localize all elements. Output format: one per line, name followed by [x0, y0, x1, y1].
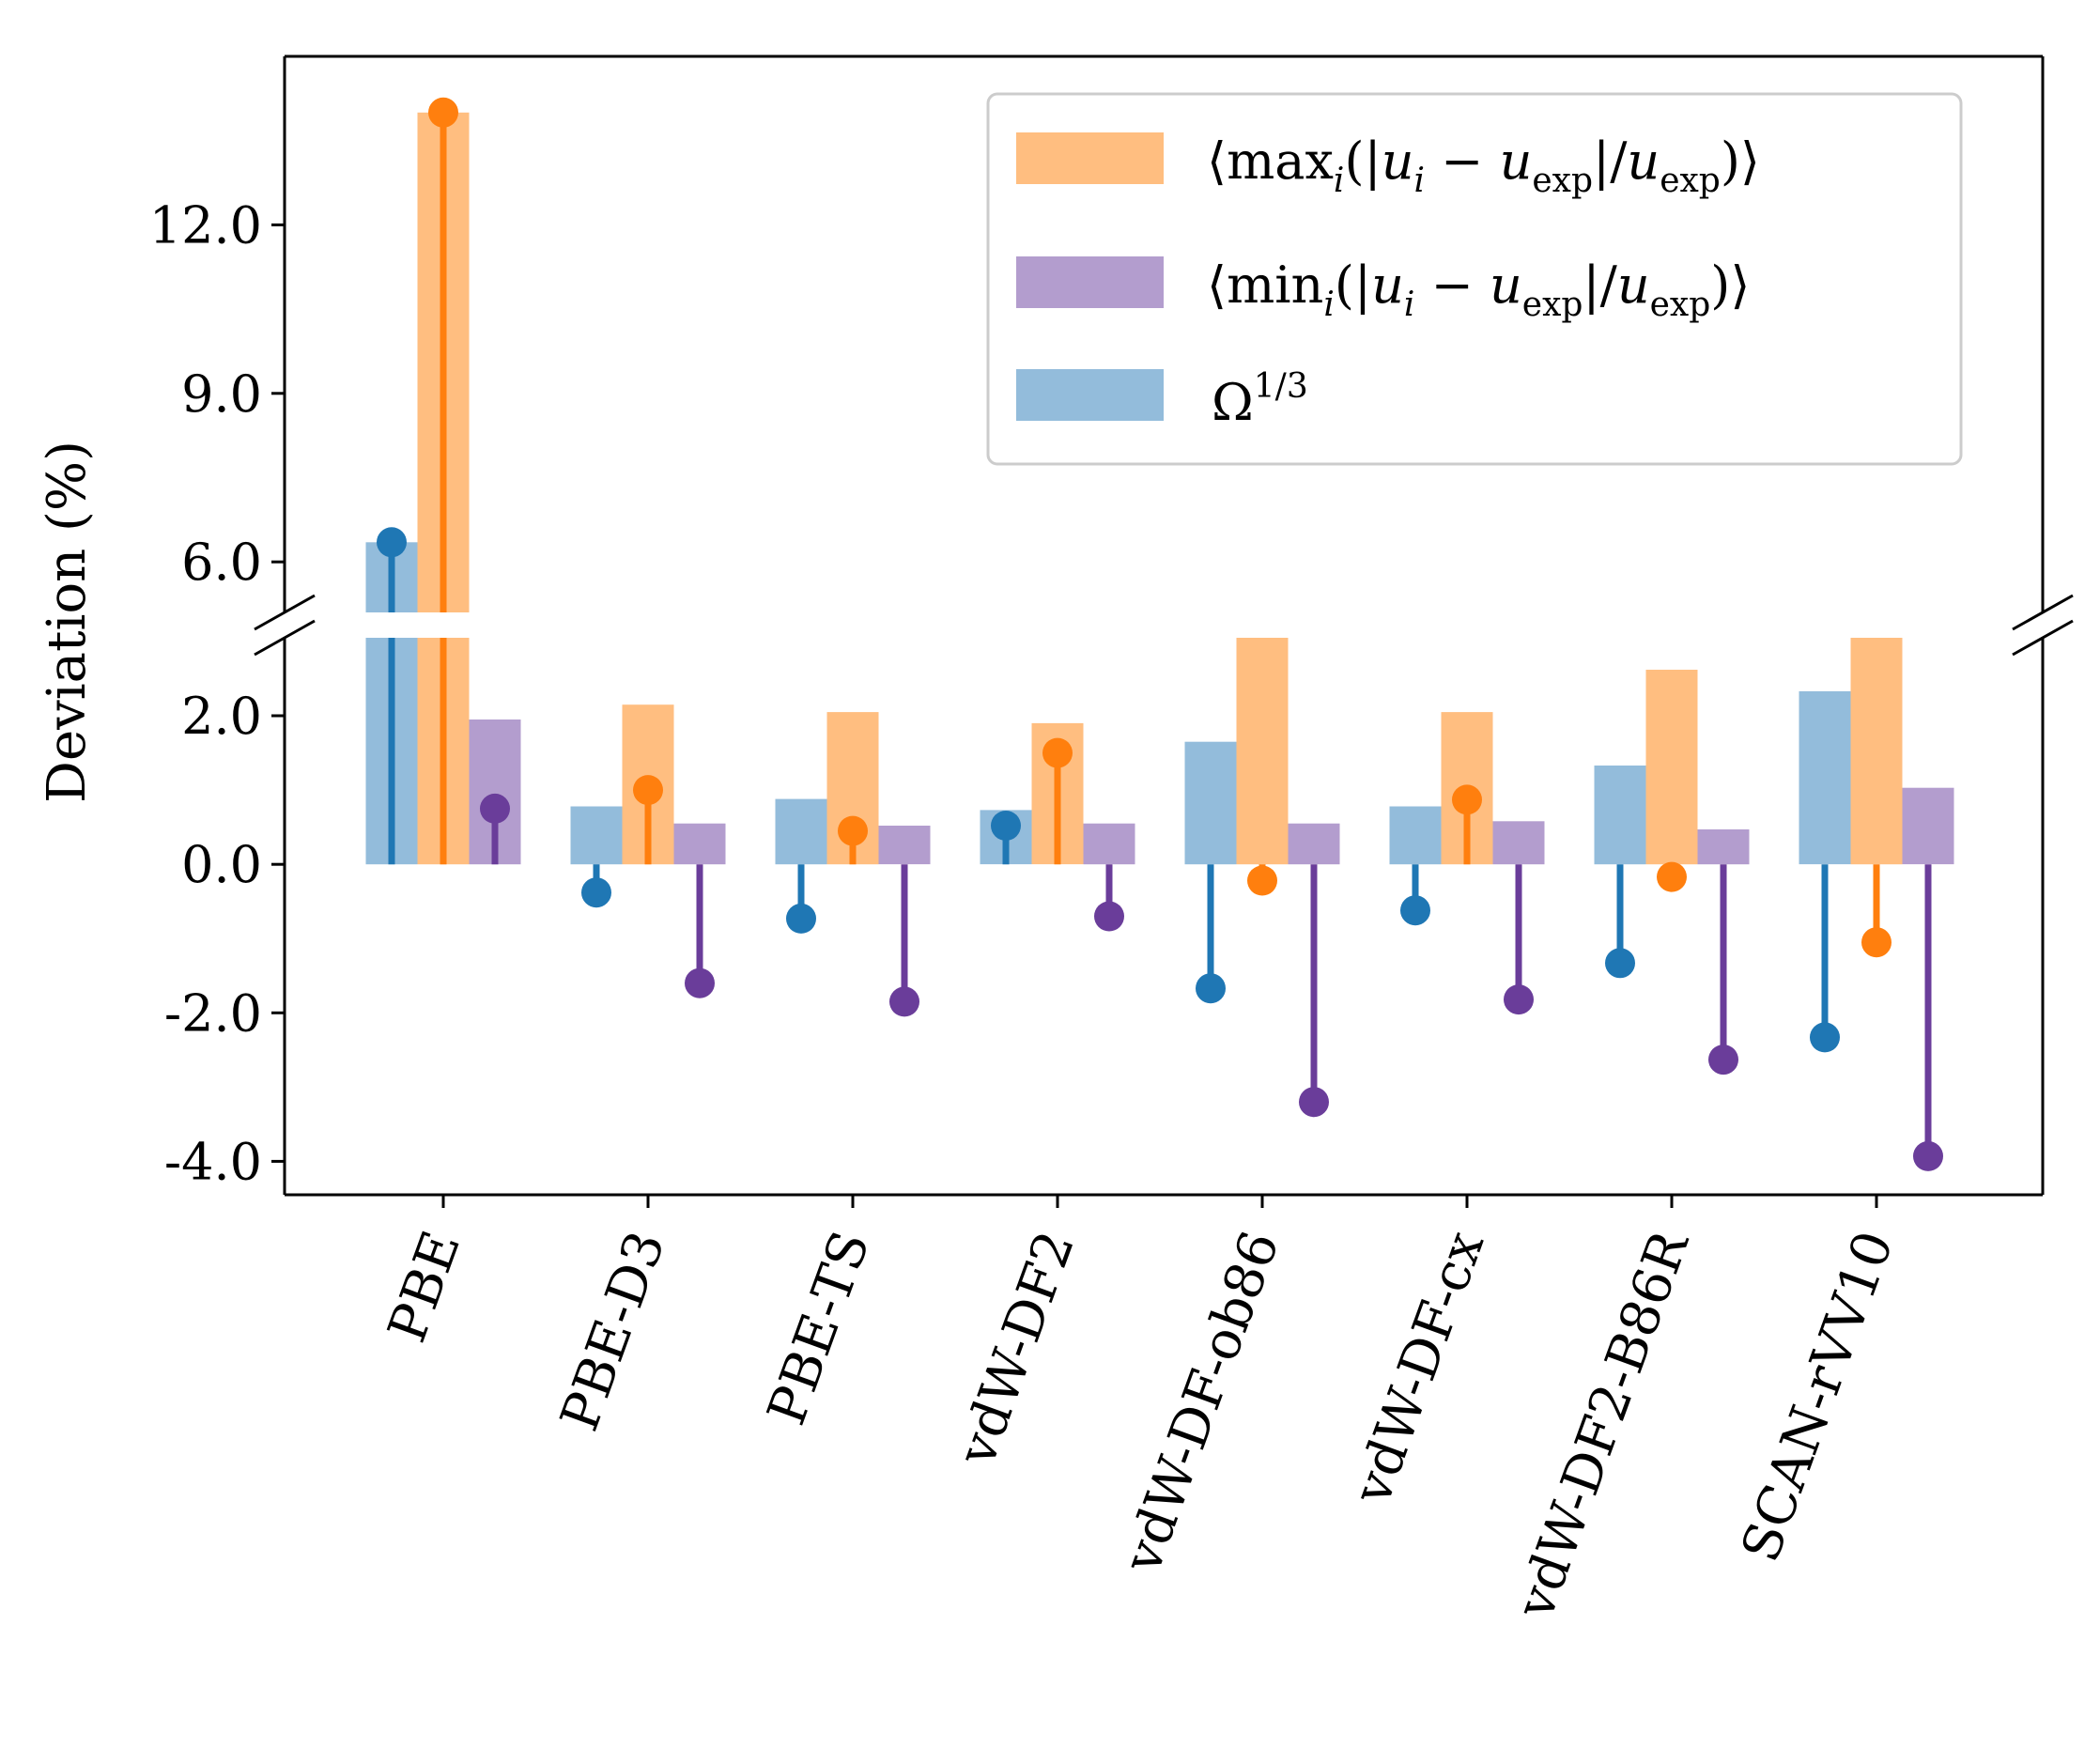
stem-marker-s0-vdW-DF2-B86R: [1605, 948, 1635, 979]
bar-s2-SCAN-rVV10: [1902, 787, 1954, 865]
stem-marker-s1-vdW-DF-cx: [1452, 784, 1482, 815]
stem-marker-s2-SCAN-rVV10: [1913, 1140, 1943, 1171]
y-tick-label: 12.0: [149, 195, 262, 255]
y-tick-label: 0.0: [181, 835, 262, 894]
legend: ⟨maxi(|ui − uexp|/uexp)⟩ ⟨mini(|ui − uex…: [986, 92, 1963, 466]
bars-layer: [365, 112, 1954, 865]
stem-marker-s2-PBE-TS: [889, 986, 919, 1017]
stem-marker-s2-vdW-DF2-B86R: [1708, 1044, 1738, 1075]
x-tick-label-PBE-D3: PBE-D3: [549, 1224, 677, 1439]
x-tick-label-SCAN-rVV10: SCAN-rVV10: [1730, 1224, 1906, 1570]
legend-swatch-min: [1016, 256, 1164, 308]
legend-label-max: ⟨maxi(|ui − uexp|/uexp)⟩: [1207, 132, 1760, 200]
bar-s0-vdW-DF2-B86R: [1594, 766, 1646, 865]
stem-marker-s1-vdW-DF2: [1042, 737, 1073, 768]
stem-marker-s1-vdW-DF-ob86: [1247, 865, 1277, 896]
bar-s2-PBE-TS: [878, 826, 931, 865]
stem-marker-s1-PBE-D3: [633, 775, 663, 806]
y-tick-label: 2.0: [181, 687, 262, 746]
stem-marker-s0-vdW-DF2: [991, 811, 1021, 841]
axis-break-mark-3: [2012, 619, 2074, 657]
x-tick-label-vdW-DF-cx: vdW-DF-cx: [1341, 1224, 1496, 1513]
bar-s1-SCAN-rVV10: [1850, 638, 1903, 865]
stems-layer: [377, 97, 1943, 1171]
axis-break-mark-1: [254, 619, 316, 657]
bar-s1-vdW-DF2-B86R: [1645, 670, 1698, 865]
stem-marker-s0-SCAN-rVV10: [1810, 1022, 1840, 1053]
axis-break-mark-0: [254, 594, 316, 631]
axis-break-gap: [254, 612, 2094, 638]
legend-box: [986, 92, 1963, 466]
stem-marker-s2-vdW-DF-cx: [1504, 984, 1534, 1015]
stem-marker-s2-PBE-D3: [685, 967, 715, 998]
bar-s2-vdW-DF-ob86: [1288, 823, 1340, 865]
bar-s2-vdW-DF-cx: [1492, 821, 1545, 865]
plot-frame: [254, 54, 2074, 1197]
axis-break-mark-2: [2012, 594, 2074, 631]
legend-label-omega: Ω1/3: [1212, 367, 1308, 432]
x-tick-label-vdW-DF-ob86: vdW-DF-ob86: [1111, 1224, 1291, 1582]
bar-s0-SCAN-rVV10: [1799, 690, 1851, 865]
stem-marker-s1-PBE-TS: [838, 815, 868, 846]
bar-s0-vdW-DF-ob86: [1184, 741, 1237, 865]
x-tick-label-PBE-TS: PBE-TS: [756, 1224, 882, 1433]
y-tick-label: -4.0: [164, 1132, 262, 1191]
stem-marker-s2-vdW-DF-ob86: [1299, 1087, 1329, 1118]
x-tick-label-vdW-DF2-B86R: vdW-DF2-B86R: [1505, 1222, 1702, 1628]
stem-marker-s0-PBE-TS: [786, 903, 816, 934]
y-tick-label: 9.0: [181, 364, 262, 424]
stem-marker-s1-vdW-DF2-B86R: [1657, 861, 1687, 892]
y-tick-label: 6.0: [181, 533, 262, 592]
stem-marker-s1-SCAN-rVV10: [1861, 927, 1892, 958]
stem-marker-s1-PBE: [428, 97, 458, 128]
stem-marker-s2-vdW-DF2: [1094, 901, 1124, 932]
bar-s0-vdW-DF-cx: [1389, 806, 1442, 865]
legend-swatch-max: [1016, 132, 1164, 184]
bar-s2-PBE-D3: [673, 823, 726, 865]
x-tick-label-vdW-DF2: vdW-DF2: [946, 1224, 1087, 1475]
bar-s0-PBE-TS: [775, 798, 827, 865]
bar-s2-vdW-DF2: [1083, 823, 1135, 865]
bar-s0-PBE-D3: [570, 806, 623, 865]
stem-marker-s0-vdW-DF-ob86: [1196, 973, 1226, 1004]
y-axis-ticks: -4.0 -2.0 0.0 2.0 6.0 9.0 12.0: [149, 195, 285, 1191]
bar-s1-vdW-DF-ob86: [1236, 638, 1289, 865]
bar-s2-vdW-DF2-B86R: [1697, 829, 1750, 865]
y-tick-label: -2.0: [164, 983, 262, 1043]
stem-marker-s0-PBE-D3: [581, 877, 611, 908]
stem-marker-s0-vdW-DF-cx: [1400, 895, 1430, 926]
stem-marker-s0-PBE: [377, 527, 407, 558]
x-tick-label-PBE: PBE: [377, 1224, 472, 1351]
legend-swatch-omega: [1016, 369, 1164, 421]
y-axis-label: Deviation (%): [37, 441, 98, 803]
stem-marker-s2-PBE: [480, 793, 510, 824]
x-axis-ticks: PBE PBE-D3 PBE-TS vdW-DF2 vdW-DF-ob86 vdW-DF-…: [377, 1195, 1906, 1627]
legend-label-min: ⟨mini(|ui − uexp|/uexp)⟩: [1207, 255, 1750, 324]
